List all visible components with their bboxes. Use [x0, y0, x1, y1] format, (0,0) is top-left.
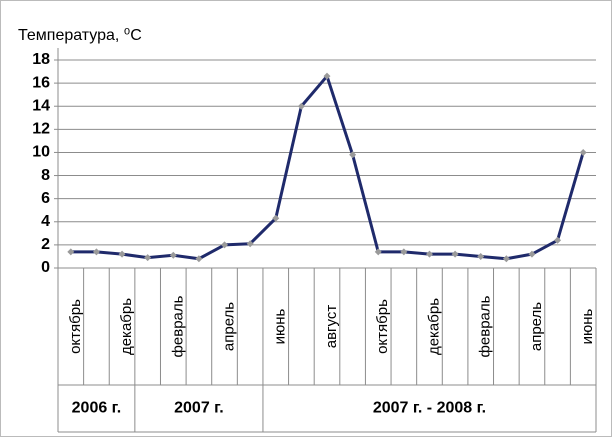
y-tick-label: 18: [32, 51, 50, 68]
point-marker: [528, 250, 536, 258]
point-marker: [169, 251, 177, 259]
point-marker: [451, 250, 459, 258]
point-marker: [272, 214, 280, 222]
x-tick-label: февраль: [477, 295, 494, 357]
y-tick-label: 8: [41, 167, 50, 184]
y-tick-label: 10: [32, 144, 50, 161]
x-tick-label: февраль: [169, 295, 186, 357]
point-marker: [246, 240, 254, 248]
point-marker: [502, 255, 510, 263]
x-tick-label: октябрь: [374, 299, 391, 354]
x-tick-label: июнь: [272, 308, 289, 344]
x-tick-label: декабрь: [118, 298, 135, 355]
group-label: 2007 г.: [174, 400, 224, 417]
y-tick-label: 16: [32, 74, 50, 91]
point-marker: [144, 254, 152, 262]
y-tick-label: 6: [41, 190, 50, 207]
y-tick-label: 4: [41, 213, 50, 230]
point-marker: [323, 72, 331, 80]
point-marker: [374, 248, 382, 256]
point-marker: [425, 250, 433, 258]
y-tick-label: 14: [32, 97, 50, 114]
point-marker: [195, 255, 203, 263]
point-marker: [477, 252, 485, 260]
point-marker: [92, 248, 100, 256]
y-tick-label: 12: [32, 121, 50, 138]
x-tick-label: август: [323, 305, 340, 349]
point-marker: [67, 248, 75, 256]
x-tick-label: апрель: [528, 302, 545, 351]
y-tick-label: 0: [41, 259, 50, 276]
point-marker: [349, 151, 357, 159]
point-marker: [297, 102, 305, 110]
point-marker: [554, 236, 562, 244]
point-marker: [400, 248, 408, 256]
x-tick-label: июнь: [579, 308, 596, 344]
group-label: 2007 г. - 2008 г.: [373, 400, 486, 417]
x-tick-label: декабрь: [425, 298, 442, 355]
group-label: 2006 г.: [72, 400, 122, 417]
y-tick-label: 2: [41, 236, 50, 253]
x-tick-label: апрель: [220, 302, 237, 351]
point-marker: [221, 241, 229, 249]
y-axis-label: Температура, ⁰С: [18, 27, 142, 44]
point-marker: [579, 148, 587, 156]
x-tick-label: октябрь: [67, 299, 84, 354]
point-marker: [118, 250, 126, 258]
